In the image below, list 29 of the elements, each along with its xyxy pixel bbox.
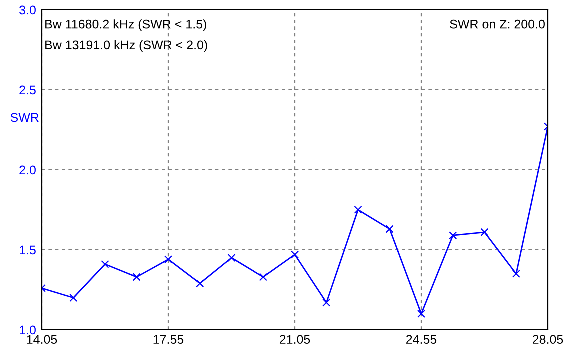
point — [322, 298, 331, 307]
x-tick-label: 24.55 — [406, 335, 437, 344]
y-tick-label: 1.5 — [20, 246, 36, 255]
x-tick-label: 14.05 — [27, 335, 58, 344]
x-tick-label: 17.55 — [154, 335, 184, 344]
y-tick-label: 3.0 — [20, 6, 36, 15]
point — [449, 232, 458, 240]
point — [132, 273, 141, 282]
point — [164, 256, 173, 264]
annotation: Bw 13191.0 kHz (SWR < 2.0) — [46, 40, 208, 52]
x-tick-label: 28.05 — [532, 335, 564, 344]
point — [196, 280, 204, 288]
point — [417, 310, 426, 318]
annotation: Bw 11680.2 kHz (SWR < 1.5) — [46, 20, 206, 32]
y-tick-label: 2.0 — [20, 166, 36, 175]
point — [259, 273, 268, 282]
y-tick-label: 1.0 — [20, 326, 36, 335]
point — [228, 254, 236, 262]
point — [512, 270, 520, 278]
point — [290, 250, 300, 259]
annotation: SWR on Z: 200.0 — [450, 20, 545, 29]
point — [386, 225, 394, 234]
y-tick-label: 2.5 — [20, 86, 36, 95]
y-axis-title: SWR — [10, 113, 39, 122]
x-tick-label: 21.05 — [280, 335, 310, 344]
point — [480, 228, 489, 236]
point — [101, 260, 110, 268]
point — [354, 206, 362, 214]
point — [70, 294, 78, 302]
